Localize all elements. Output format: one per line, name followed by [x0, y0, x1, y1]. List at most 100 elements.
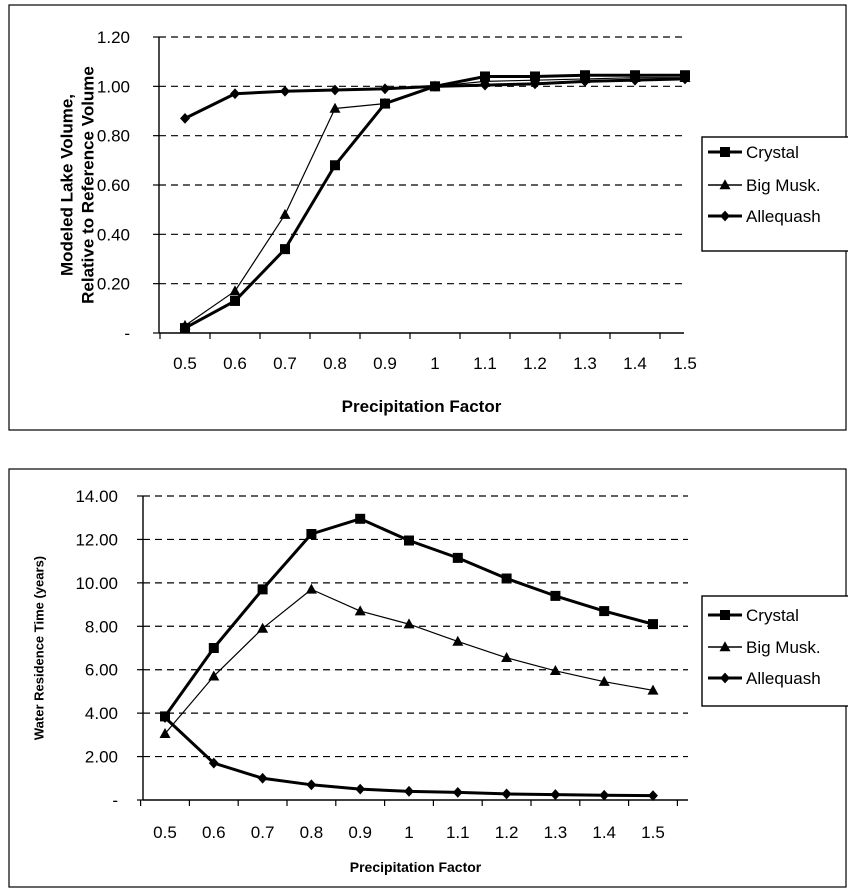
legend-diamond-marker: [720, 210, 730, 222]
top-legend: Crystal Big Musk. Allequash: [701, 136, 848, 252]
diamond-marker: [430, 80, 440, 92]
bottom-x-axis-title: Precipitation Factor: [350, 859, 482, 875]
top-y-axis-title: Relative to Reference Volume: [78, 66, 97, 304]
diamond-marker: [355, 783, 366, 795]
legend-item: Crystal: [708, 143, 799, 162]
diamond-marker: [280, 85, 290, 97]
legend-item: Allequash: [708, 669, 821, 688]
top-y-tick-label: 0.80: [97, 127, 130, 146]
top-x-tick-label: 0.8: [323, 354, 347, 373]
bottom-y-tick-label: 2.00: [85, 748, 118, 767]
top-x-tick-label: 0.7: [273, 354, 297, 373]
legend-label: Allequash: [746, 669, 821, 688]
triangle-marker: [279, 208, 291, 219]
series-line: [163, 517, 654, 718]
triangle-marker: [159, 728, 171, 739]
square-marker: [306, 529, 317, 539]
top-y-tick-label: 1.00: [97, 77, 130, 96]
square-marker: [648, 619, 658, 630]
diamond-marker: [480, 79, 490, 91]
bottom-y-tick-label: 14.00: [75, 487, 118, 506]
square-marker: [404, 535, 414, 546]
triangle-marker: [549, 665, 561, 676]
legend-diamond-marker: [720, 672, 730, 684]
square-marker: [280, 244, 290, 255]
triangle-marker: [354, 605, 366, 616]
diamond-marker: [648, 790, 658, 802]
diamond-marker: [630, 74, 640, 86]
bottom-y-tick-label: 12.00: [75, 530, 118, 549]
legend-label: Crystal: [746, 143, 799, 162]
triangle-marker: [647, 684, 659, 695]
diamond-marker: [230, 88, 240, 100]
diamond-marker: [160, 712, 170, 723]
triangle-marker: [329, 102, 341, 113]
legend-item: Allequash: [708, 207, 821, 226]
square-marker: [452, 552, 463, 563]
bottom-y-tick-label: 10.00: [75, 574, 118, 593]
legend-label: Big Musk.: [746, 638, 821, 657]
square-marker: [230, 295, 240, 306]
diamond-marker: [530, 78, 540, 90]
legend-label: Allequash: [746, 207, 821, 226]
diamond-marker: [599, 789, 610, 801]
diamond-marker: [257, 772, 268, 784]
top-x-tick-label: 1.4: [623, 354, 647, 373]
diamond-marker: [452, 787, 463, 798]
top-series-allequash: [180, 73, 690, 124]
bottom-y-tick-label: 4.00: [85, 704, 118, 723]
triangle-marker: [179, 319, 191, 330]
bottom-x-tick-label: 1: [404, 823, 413, 842]
legend-item: Crystal: [708, 606, 799, 625]
diamond-marker: [306, 779, 317, 791]
triangle-marker: [598, 675, 610, 686]
legend-label: Big Musk.: [746, 176, 821, 195]
diamond-marker: [550, 789, 561, 800]
bottom-series-big-musk: [159, 583, 659, 739]
triangle-marker: [501, 652, 513, 663]
diamond-marker: [501, 788, 512, 800]
bottom-x-tick-label: 0.9: [348, 823, 372, 842]
bottom-y-tick-label: -: [112, 791, 118, 810]
top-x-tick-label: 1.2: [523, 354, 547, 373]
top-chart: - 0.20 0.40 0.60 0.80 1.00 1.20 0.5 0.6 0.7 0.8 0.9…: [8, 4, 848, 431]
top-x-tick-label: 1: [430, 354, 439, 373]
series-line: [184, 77, 685, 327]
diamond-marker: [404, 785, 414, 797]
triangle-marker: [379, 97, 391, 108]
bottom-x-tick-label: 1.4: [592, 823, 616, 842]
bottom-x-tick-label: 1.3: [544, 823, 568, 842]
bottom-series-allequash: [160, 712, 658, 802]
bottom-x-tick-label: 0.8: [300, 823, 324, 842]
square-marker: [355, 513, 366, 524]
triangle-marker: [229, 285, 241, 296]
triangle-marker: [403, 618, 415, 629]
legend-item: Big Musk.: [708, 176, 821, 195]
triangle-marker: [208, 670, 220, 681]
top-x-tick-label: 1.1: [473, 354, 497, 373]
bottom-x-tick-label: 0.6: [202, 823, 226, 842]
legend-triangle-marker: [719, 641, 731, 652]
top-y-axis-title: Modeled Lake Volume,: [57, 94, 76, 276]
triangle-marker: [257, 622, 269, 633]
diamond-marker: [680, 73, 690, 85]
bottom-chart: - 2.00 4.00 6.00 8.00 10.00 12.00 14.00 0.5 0.6 0.…: [8, 468, 848, 888]
bottom-legend: Crystal Big Musk. Allequash: [701, 595, 848, 707]
top-y-tick-label: 0.20: [97, 275, 130, 294]
square-marker: [501, 573, 512, 584]
top-series-big-musk: [179, 71, 691, 330]
top-y-tick-label: 1.20: [97, 28, 130, 47]
series-line: [184, 73, 685, 330]
square-marker: [257, 584, 268, 595]
legend-item: Big Musk.: [708, 638, 821, 657]
diamond-marker: [208, 757, 219, 769]
diamond-marker: [380, 83, 390, 95]
series-line: [164, 588, 654, 735]
bottom-series-crystal: [160, 513, 658, 722]
legend-triangle-marker: [719, 179, 731, 190]
diamond-marker: [180, 113, 190, 124]
bottom-x-tick-label: 1.1: [446, 823, 470, 842]
diamond-marker: [330, 84, 340, 96]
bottom-x-tick-label: 0.5: [153, 823, 177, 842]
